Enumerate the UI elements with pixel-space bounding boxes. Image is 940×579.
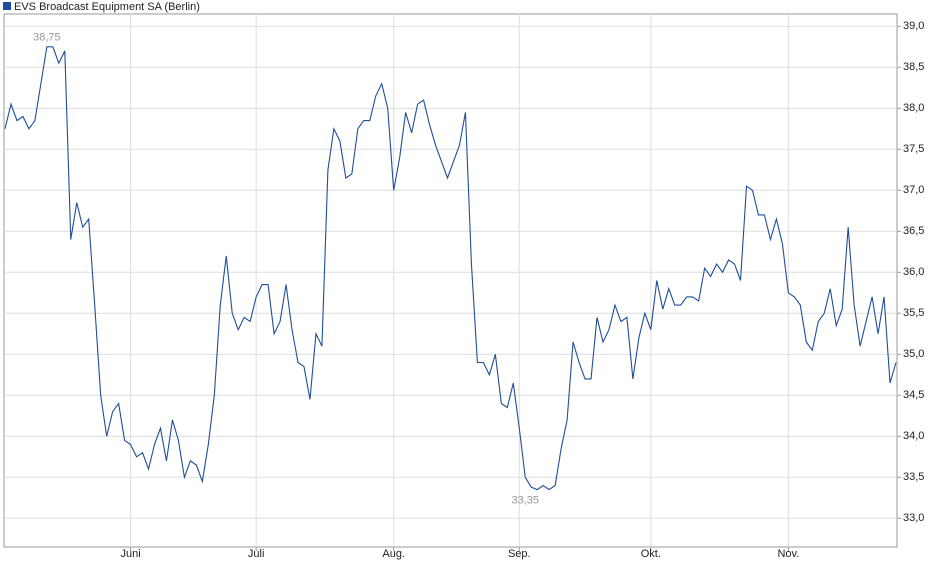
y-tick-label: 37,5 (903, 143, 924, 155)
price-line (4, 46, 897, 491)
y-tick-label: 33,5 (903, 471, 924, 483)
y-tick-label: 35,0 (903, 348, 924, 360)
y-tick-label: 36,0 (903, 266, 924, 278)
plot-area (3, 13, 898, 548)
y-tick-label: 34,5 (903, 389, 924, 401)
annotation: 33,35 (511, 495, 539, 507)
x-tick-label: Juni (120, 548, 140, 560)
x-tick-label: Juli (248, 548, 265, 560)
legend-label: EVS Broadcast Equipment SA (Berlin) (14, 1, 200, 13)
y-tick-label: 33,0 (903, 512, 924, 524)
x-tick-label: Okt. (641, 548, 661, 560)
x-tick-label: Aug. (382, 548, 405, 560)
legend-swatch (3, 2, 11, 10)
y-tick-label: 37,0 (903, 184, 924, 196)
y-tick-label: 36,5 (903, 225, 924, 237)
y-tick-label: 38,5 (903, 61, 924, 73)
y-tick-label: 39,0 (903, 20, 924, 32)
x-tick-label: Sep. (508, 548, 531, 560)
y-tick-label: 38,0 (903, 102, 924, 114)
y-tick-label: 35,5 (903, 307, 924, 319)
x-tick-label: Nov. (777, 548, 799, 560)
annotation: 38,75 (33, 32, 61, 44)
y-tick-label: 34,0 (903, 430, 924, 442)
